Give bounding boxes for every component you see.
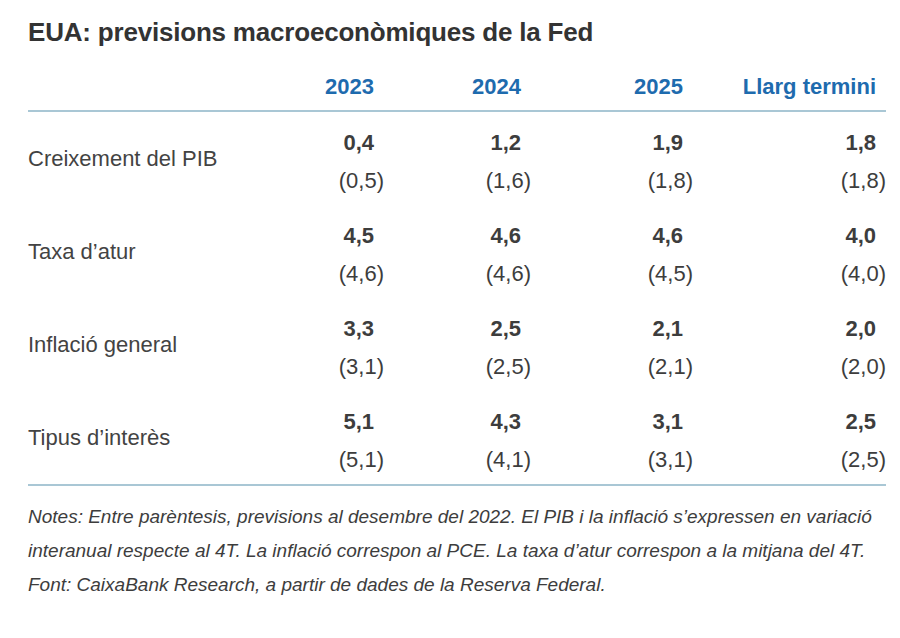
- previous-value-cell: (4,1): [384, 435, 531, 485]
- row-label-creixement-pib: Creixement del PIB: [28, 111, 278, 205]
- previous-value-cell: (1,6): [384, 156, 531, 205]
- value-cell: 4,6: [384, 205, 531, 249]
- previous-value-cell: (3,1): [278, 342, 384, 391]
- table-row: Tipus d’interès 5,1 4,3 3,1 2,5: [28, 391, 886, 435]
- previous-value-cell: (4,6): [278, 249, 384, 298]
- value-cell: 4,5: [278, 205, 384, 249]
- value-cell: 4,3: [384, 391, 531, 435]
- previous-value-cell: (2,0): [693, 342, 886, 391]
- row-label-inflacio-general: Inflació general: [28, 298, 278, 391]
- value-cell: 4,6: [531, 205, 693, 249]
- value-cell: 2,5: [384, 298, 531, 342]
- previous-value-cell: (5,1): [278, 435, 384, 485]
- value-cell: 3,1: [531, 391, 693, 435]
- fed-forecast-figure: EUA: previsions macroeconòmiques de la F…: [0, 0, 900, 638]
- previous-value-cell: (1,8): [531, 156, 693, 205]
- value-cell: 0,4: [278, 111, 384, 156]
- figure-title: EUA: previsions macroeconòmiques de la F…: [28, 16, 886, 48]
- table-row: Inflació general 3,3 2,5 2,1 2,0: [28, 298, 886, 342]
- previous-value-cell: (0,5): [278, 156, 384, 205]
- value-cell: 4,0: [693, 205, 886, 249]
- table-row: Taxa d’atur 4,5 4,6 4,6 4,0: [28, 205, 886, 249]
- previous-value-cell: (2,1): [531, 342, 693, 391]
- table-row: Creixement del PIB 0,4 1,2 1,9 1,8: [28, 111, 886, 156]
- row-label-taxa-atur: Taxa d’atur: [28, 205, 278, 298]
- figure-source: Font: CaixaBank Research, a partir de da…: [28, 568, 880, 602]
- header-2023: 2023: [278, 66, 384, 111]
- row-label-tipus-interes: Tipus d’interès: [28, 391, 278, 485]
- header-2025: 2025: [531, 66, 693, 111]
- figure-notes: Notes: Entre parèntesis, previsions al d…: [28, 500, 880, 568]
- previous-value-cell: (2,5): [384, 342, 531, 391]
- fed-forecast-table: 2023 2024 2025 Llarg termini Creixement …: [28, 66, 886, 486]
- previous-value-cell: (4,6): [384, 249, 531, 298]
- value-cell: 5,1: [278, 391, 384, 435]
- previous-value-cell: (2,5): [693, 435, 886, 485]
- value-cell: 2,0: [693, 298, 886, 342]
- value-cell: 1,2: [384, 111, 531, 156]
- header-empty-cell: [28, 66, 278, 111]
- value-cell: 2,1: [531, 298, 693, 342]
- table-header: 2023 2024 2025 Llarg termini: [28, 66, 886, 111]
- header-2024: 2024: [384, 66, 531, 111]
- previous-value-cell: (4,0): [693, 249, 886, 298]
- previous-value-cell: (1,8): [693, 156, 886, 205]
- header-llarg-termini: Llarg termini: [693, 66, 886, 111]
- previous-value-cell: (3,1): [531, 435, 693, 485]
- previous-value-cell: (4,5): [531, 249, 693, 298]
- value-cell: 2,5: [693, 391, 886, 435]
- value-cell: 1,9: [531, 111, 693, 156]
- value-cell: 3,3: [278, 298, 384, 342]
- value-cell: 1,8: [693, 111, 886, 156]
